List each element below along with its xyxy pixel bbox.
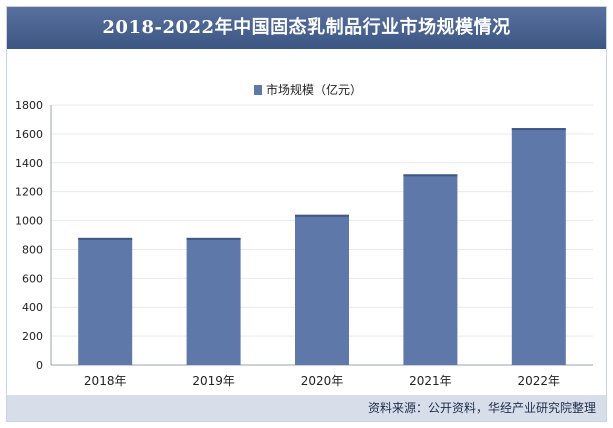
- y-tick-label: 1200: [15, 186, 43, 199]
- y-tick-label: 600: [22, 272, 43, 285]
- bar-top-edge: [403, 174, 458, 177]
- y-tick-label: 1800: [15, 99, 43, 112]
- legend-swatch: [254, 85, 262, 95]
- bar-top-edge: [295, 214, 349, 217]
- bar-top-edge: [186, 237, 241, 240]
- y-tick-label: 800: [22, 243, 43, 256]
- bar-2021年: [403, 174, 458, 365]
- x-tick-label: 2021年: [409, 374, 452, 388]
- plot-area: 市场规模（亿元） 0 200 400 600 800 1000 1200 1400 1600 18…: [7, 57, 606, 397]
- bar-top-edge: [511, 128, 566, 131]
- bar-chart: 市场规模（亿元） 0 200 400 600 800 1000 1200 1400 1600 18…: [15, 82, 593, 388]
- x-tick-labels: 2018年 2019年 2020年 2021年 2022年: [84, 374, 560, 388]
- source-bar: 资料来源：公开资料，华经产业研究院整理: [7, 395, 606, 421]
- legend: 市场规模（亿元）: [254, 82, 362, 97]
- title-bar: 2018-2022年中国固态乳制品行业市场规模情况: [7, 7, 606, 49]
- y-tick-label: 1600: [15, 128, 43, 141]
- bar-2022年: [511, 128, 566, 365]
- bar-2020年: [295, 214, 349, 365]
- bar-2019年: [186, 237, 241, 365]
- legend-label: 市场规模（亿元）: [266, 82, 362, 97]
- chart-frame: 2018-2022年中国固态乳制品行业市场规模情况 市场规模（亿元） 0 200 4…: [6, 6, 607, 422]
- source-note: 资料来源：公开资料，华经产业研究院整理: [367, 401, 596, 415]
- y-tick-label: 200: [22, 330, 43, 343]
- x-tick-label: 2018年: [84, 374, 127, 388]
- chart-title: 2018-2022年中国固态乳制品行业市场规模情况: [102, 17, 511, 38]
- y-tick-label: 1000: [15, 215, 43, 228]
- y-tick-label: 0: [36, 359, 43, 372]
- y-tick-label: 400: [22, 301, 43, 314]
- bar-2018年: [78, 237, 133, 365]
- y-tick-label: 1400: [15, 157, 43, 170]
- bars: [78, 128, 566, 365]
- x-tick-label: 2019年: [192, 374, 235, 388]
- bar-top-edge: [78, 237, 133, 240]
- x-tick-label: 2020年: [301, 374, 344, 388]
- x-tick-label: 2022年: [518, 374, 561, 388]
